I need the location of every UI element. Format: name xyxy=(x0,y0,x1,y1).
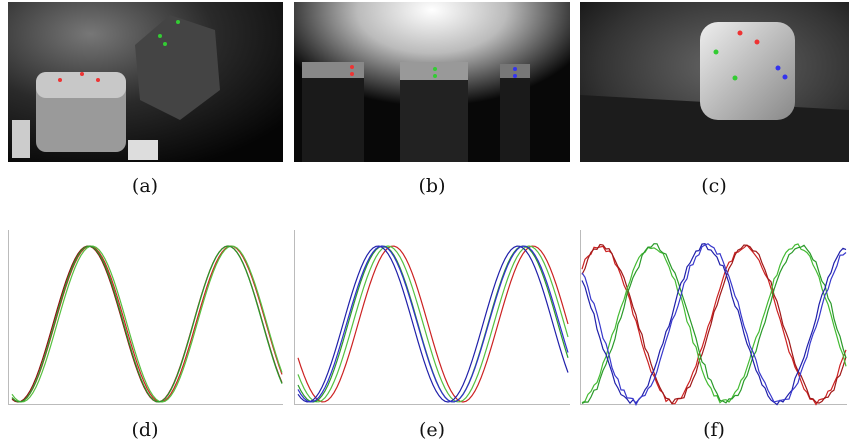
caption: (e) xyxy=(419,419,445,441)
curves xyxy=(11,243,847,407)
curve xyxy=(297,245,569,403)
curve xyxy=(11,245,283,403)
caption: (c) xyxy=(701,175,726,197)
curve xyxy=(581,243,847,404)
curve xyxy=(11,245,283,403)
curve xyxy=(297,245,569,403)
curve xyxy=(297,245,569,403)
curve xyxy=(581,243,847,407)
caption: (a) xyxy=(132,175,158,197)
caption: (d) xyxy=(132,419,159,441)
curve xyxy=(297,245,569,403)
curve xyxy=(581,244,847,406)
curve xyxy=(581,243,847,404)
caption: (f) xyxy=(703,419,725,441)
plot-frames xyxy=(8,230,847,405)
curve xyxy=(297,245,569,403)
curve xyxy=(581,243,847,406)
curve xyxy=(11,245,283,403)
photo-a xyxy=(8,2,283,162)
photo-b xyxy=(294,2,570,162)
caption: (b) xyxy=(419,175,446,197)
curve xyxy=(581,243,847,405)
photo-c xyxy=(580,2,849,162)
